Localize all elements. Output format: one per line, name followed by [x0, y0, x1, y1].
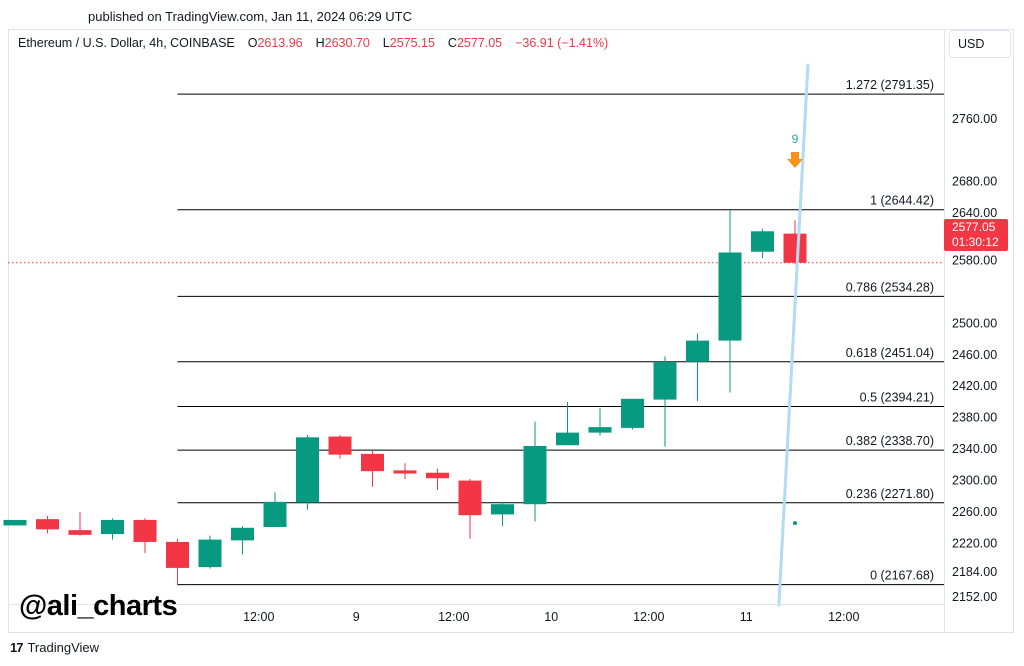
candle-up[interactable] [231, 527, 254, 541]
candle-down[interactable] [361, 453, 384, 472]
candle-up[interactable] [491, 504, 514, 515]
y-axis-tick-label: 2260.00 [952, 505, 997, 519]
y-axis-tick-label: 2340.00 [952, 442, 997, 456]
candle-up[interactable] [718, 252, 742, 341]
y-axis-tick-label: 2184.00 [952, 565, 997, 579]
tradingview-logo-text: TradingView [27, 640, 100, 655]
open-label: O [247, 36, 258, 50]
signal-count-label: 9 [792, 132, 799, 146]
fib-level-label: 0.236 (2271.80) [846, 487, 934, 501]
fib-level-label: 0.382 (2338.70) [846, 434, 934, 448]
candle-up[interactable] [523, 445, 547, 505]
candle-up[interactable] [653, 361, 677, 400]
price-axis-divider [944, 29, 945, 633]
signal-arrow-icon [787, 152, 803, 168]
high-value: 2630.70 [324, 36, 370, 50]
change-value: −36.91 (−1.41%) [515, 36, 609, 50]
candle-down[interactable] [328, 436, 352, 455]
y-axis-tick-label: 2460.00 [952, 348, 997, 362]
time-axis-divider [8, 604, 944, 605]
close-value: 2577.05 [456, 36, 503, 50]
x-axis-tick-label: 9 [353, 610, 360, 624]
y-axis-tick-label: 2500.00 [952, 316, 997, 330]
x-axis-tick-label: 11 [740, 610, 753, 624]
candle-up[interactable] [3, 519, 27, 526]
candle-up[interactable] [198, 539, 222, 568]
candle-up[interactable] [556, 432, 579, 446]
candle-up[interactable] [263, 501, 287, 528]
currency-selector[interactable]: USD [949, 30, 1011, 58]
author-watermark: @ali_charts [19, 590, 178, 622]
y-axis-tick-label: 2680.00 [952, 175, 997, 189]
tradingview-branding[interactable]: 17 TradingView [10, 640, 99, 655]
y-axis-tick-label: 2420.00 [952, 379, 997, 393]
bar-countdown: 01:30:12 [952, 235, 999, 249]
candle-down[interactable] [458, 480, 482, 516]
x-axis-tick-label: 12:00 [438, 610, 469, 624]
y-axis-tick-label: 2760.00 [952, 112, 997, 126]
fib-level-label: 1.272 (2791.35) [846, 78, 934, 92]
trend-line[interactable] [777, 63, 810, 607]
marker-dot [793, 521, 797, 526]
candle-down[interactable] [166, 541, 189, 568]
candle-up[interactable] [588, 427, 612, 433]
fib-level-label: 0.618 (2451.04) [846, 346, 934, 360]
symbol-label: Ethereum / U.S. Dollar, 4h, COINBASE [18, 36, 235, 50]
low-value: 2575.15 [389, 36, 435, 50]
x-axis-tick-label: 12:00 [633, 610, 664, 624]
fib-level-label: 0 (2167.68) [870, 569, 934, 583]
y-axis-tick-label: 2380.00 [952, 411, 997, 425]
candle-down[interactable] [393, 470, 417, 474]
x-axis-tick-label: 12:00 [828, 610, 859, 624]
chart-legend: Ethereum / U.S. Dollar, 4h, COINBASE O26… [18, 36, 608, 50]
candle-up[interactable] [751, 231, 774, 252]
published-caption: published on TradingView.com, Jan 11, 20… [88, 9, 413, 24]
y-axis-tick-label: 2300.00 [952, 474, 997, 488]
tradingview-logo-icon: 17 [10, 640, 24, 655]
candle-down[interactable] [783, 233, 807, 263]
chart-frame [8, 29, 1014, 633]
candle-up[interactable] [686, 340, 709, 362]
candle-up[interactable] [101, 519, 124, 535]
candle-up[interactable] [621, 398, 644, 428]
x-axis-tick-label: 10 [544, 610, 558, 624]
y-axis-tick-label: 2640.00 [952, 206, 997, 220]
y-axis-tick-label: 2152.00 [952, 590, 997, 604]
fib-level-label: 0.786 (2534.28) [846, 280, 934, 294]
y-axis-tick-label: 2580.00 [952, 253, 997, 267]
close-label: C [447, 36, 457, 50]
y-axis-tick-label: 2220.00 [952, 537, 997, 551]
current-price-value: 2577.05 [952, 220, 996, 234]
current-price-badge: 2577.05 01:30:12 [944, 219, 1008, 251]
fib-level-label: 1 (2644.42) [870, 194, 934, 208]
candle-down[interactable] [426, 472, 449, 479]
low-label: L [382, 36, 390, 50]
candle-down[interactable] [133, 519, 157, 542]
candle-up[interactable] [296, 437, 319, 503]
high-label: H [315, 36, 325, 50]
candle-down[interactable] [36, 519, 59, 530]
open-value: 2613.96 [257, 36, 303, 50]
candle-down[interactable] [68, 530, 92, 535]
x-axis-tick-label: 12:00 [243, 610, 274, 624]
fib-level-label: 0.5 (2394.21) [860, 391, 934, 405]
